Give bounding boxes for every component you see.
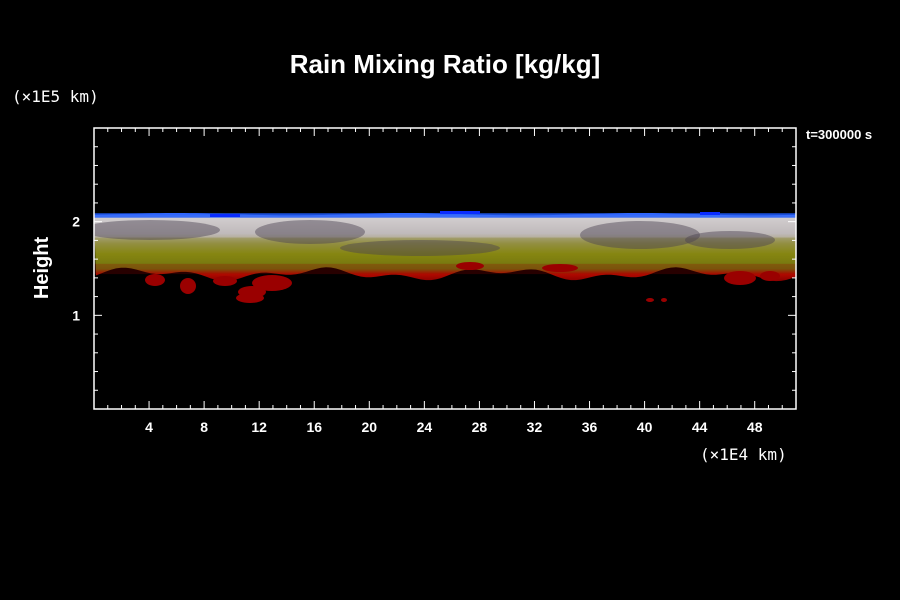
red-drip-5 [236, 293, 264, 303]
red-drip-1 [180, 278, 196, 294]
blue-rim-0 [210, 214, 240, 217]
x-tick-label: 32 [527, 419, 543, 435]
rain-layers [94, 212, 796, 282]
x-tick-label: 16 [306, 419, 322, 435]
time-label: t=300000 s [806, 127, 872, 142]
red-drip-4 [252, 275, 292, 291]
red-drip-11 [456, 262, 484, 270]
plot-area [94, 128, 796, 409]
dark-plume-1 [255, 220, 365, 244]
blue-rim-1 [440, 211, 480, 214]
y-tick-label: 2 [72, 214, 80, 230]
plot-frame [93, 127, 797, 410]
x-tick-label: 20 [362, 419, 378, 435]
dark-plume-4 [340, 240, 500, 256]
chart-title: Rain Mixing Ratio [kg/kg] [290, 49, 601, 79]
y-unit-label: (×1E5 km) [12, 87, 99, 106]
x-tick-label: 8 [200, 419, 208, 435]
dark-plume-0 [94, 220, 220, 240]
y-axis-label: Height [31, 237, 53, 300]
red-drip-2 [213, 276, 237, 286]
dark-plume-3 [685, 231, 775, 249]
red-drip-6 [724, 271, 756, 285]
layer-blue-top-rim [94, 213, 796, 218]
red-drip-0 [145, 274, 165, 286]
dark-plume-2 [580, 221, 700, 249]
layer-olive-band [94, 237, 796, 264]
layer-white-grey-band [94, 216, 796, 238]
blue-rim-2 [700, 212, 720, 215]
x-tick-label: 24 [417, 419, 433, 435]
x-tick-label: 28 [472, 419, 488, 435]
red-drip-8 [646, 298, 654, 302]
layer-red-base [94, 263, 796, 275]
x-tick-label: 48 [747, 419, 763, 435]
rain-features [94, 211, 780, 303]
x-tick-label: 4 [145, 419, 153, 435]
x-axis: 4 8 12 16 20 24 28 32 36 40 44 48 [107, 128, 783, 435]
y-tick-label: 1 [72, 307, 80, 323]
red-drip-9 [661, 298, 667, 302]
red-drip-10 [542, 264, 578, 272]
x-unit-label: (×1E4 km) [700, 445, 787, 464]
rain-band-main [94, 212, 796, 282]
x-tick-label: 40 [637, 419, 653, 435]
y-axis: 12 [72, 146, 796, 391]
x-tick-label: 44 [692, 419, 708, 435]
x-tick-label: 36 [582, 419, 598, 435]
x-tick-label: 12 [251, 419, 267, 435]
red-drip-7 [760, 271, 780, 281]
